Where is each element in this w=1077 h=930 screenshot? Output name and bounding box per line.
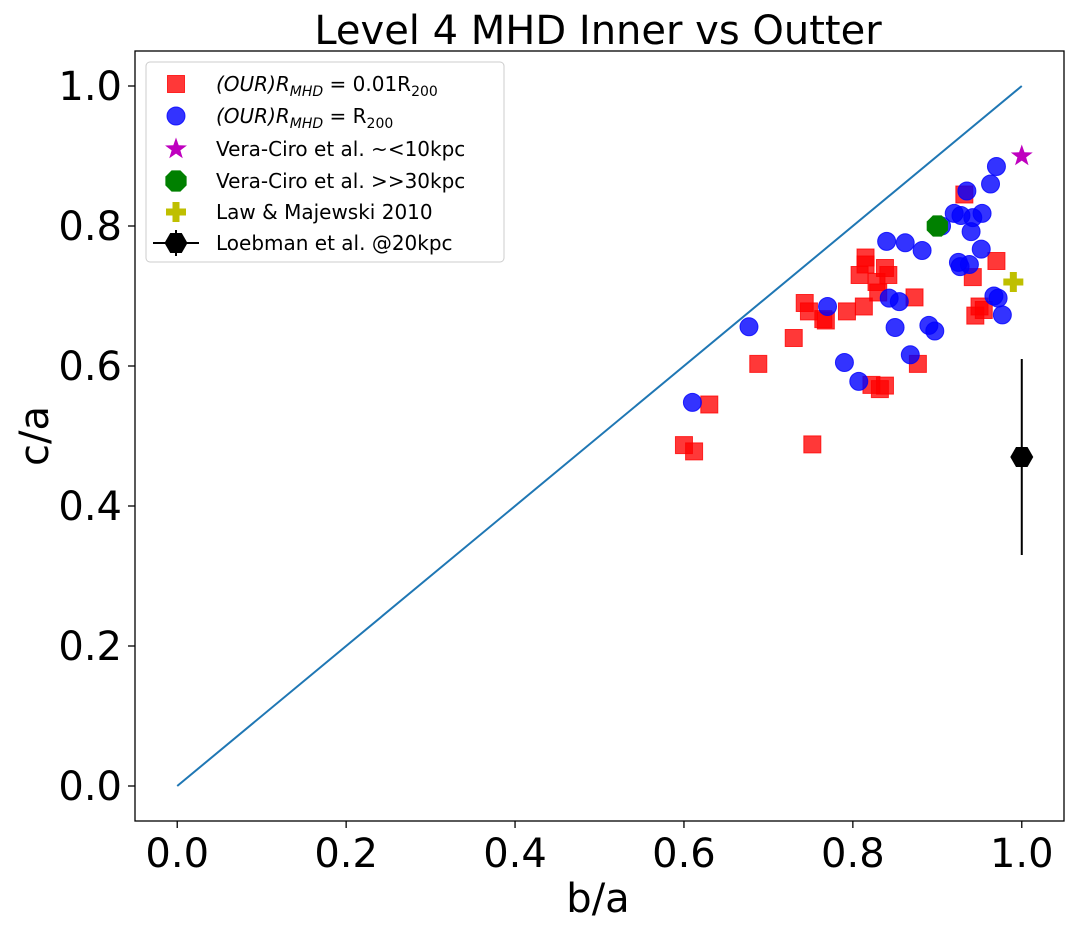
data-point [959,255,979,274]
data-point [700,395,719,414]
series-2 [1010,144,1033,166]
y-tick-label: 0.0 [58,764,122,810]
plot-frame [134,50,1065,822]
data-point [1010,447,1034,467]
data-point [987,252,1006,270]
data-point [1003,272,1024,292]
legend-label: Law & Majewski 2010 [216,200,433,224]
data-point [749,354,768,373]
x-tick-label: 0.8 [821,831,885,877]
data-point [981,174,1001,194]
legend-label: Vera-Ciro et al. ~<10kpc [216,137,465,161]
data-point [837,302,856,321]
legend-marker [165,137,187,159]
data-point [957,181,977,201]
x-tick-label: 0.0 [145,831,209,877]
data-point [972,203,992,223]
legend-label: Vera-Ciro et al. >>30kpc [216,169,465,193]
data-point [682,392,702,412]
data-point [974,301,993,319]
data-point [875,376,894,395]
data-point [889,292,909,312]
y-axis-label: c/a [12,406,58,466]
y-tick-label: 0.8 [58,204,122,250]
data-point [834,353,854,372]
plot-area [176,85,1034,787]
data-point [988,288,1008,308]
legend-marker [164,233,188,253]
y-tick-label: 0.4 [58,484,122,530]
x-tick-label: 1.0 [990,831,1054,877]
series-3 [926,215,948,237]
data-point [971,239,991,259]
data-point [856,248,875,267]
data-point [1010,144,1033,166]
series-4 [1003,272,1024,292]
x-tick-label: 0.4 [483,831,547,877]
y-tick-label: 0.2 [58,624,122,670]
data-point [895,233,915,253]
series-5 [1010,359,1034,555]
x-tick-label: 0.2 [314,831,378,877]
data-point [926,215,948,237]
chart-title: Level 4 MHD Inner vs Outter [314,8,882,54]
data-point [854,297,873,316]
legend-label: Loebman et al. @20kpc [216,231,453,255]
y-tick-label: 0.6 [58,344,122,390]
y-axis: 0.0 0.2 0.4 0.6 0.8 1.0 [58,64,135,810]
data-point [885,318,905,337]
x-axis-label: b/a [566,876,629,922]
data-point [900,345,920,365]
data-point [912,241,932,260]
data-point [992,305,1012,325]
legend-marker [167,75,185,93]
data-point [685,442,704,461]
series-1 [682,157,1012,412]
legend-marker [166,202,186,222]
series-0 [674,185,1006,461]
legend-label: (OUR)RMHD = 0.01R200 [216,72,438,100]
data-point [818,297,838,316]
y-tick-label: 1.0 [58,64,122,110]
legend-label: (OUR)RMHD = R200 [216,104,393,132]
data-point [879,266,898,284]
data-point [803,435,822,454]
x-tick-label: 0.6 [652,831,716,877]
data-point [849,371,869,391]
x-axis: 0.0 0.2 0.4 0.6 0.8 1.0 [145,821,1054,877]
reference-line [176,85,1023,787]
data-point [739,317,759,337]
legend-marker [165,170,187,192]
data-point [784,329,803,347]
legend-marker [166,106,186,126]
legend: (OUR)RMHD = 0.01R200 (OUR)RMHD = R200 Vera… [145,61,505,263]
data-point [877,231,897,251]
data-point [925,321,945,341]
data-point [986,157,1006,176]
legend-box [145,61,505,263]
